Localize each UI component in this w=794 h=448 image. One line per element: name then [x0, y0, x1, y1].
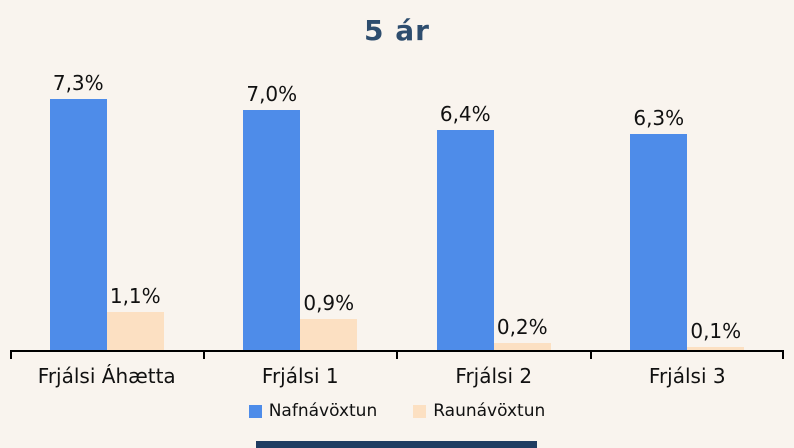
bar-wrap: 0,9% — [300, 58, 358, 350]
bar — [436, 130, 494, 350]
x-axis-tick — [10, 350, 12, 359]
bar — [630, 133, 688, 350]
bar-value-label: 0,1% — [690, 318, 742, 343]
bar-wrap: 7,3% — [49, 58, 107, 350]
legend-item-nominal: Nafnávöxtun — [248, 401, 378, 421]
bar — [687, 346, 745, 350]
bar-wrap: 6,4% — [436, 58, 494, 350]
x-axis-tick — [782, 350, 784, 359]
category-label: Frjálsi 2 — [455, 364, 533, 388]
x-axis-labels: Frjálsi Áhætta Frjálsi 1 Frjálsi 2 Frjál… — [10, 362, 784, 390]
chart-title: 5 ár — [364, 14, 430, 47]
x-axis-tick — [202, 350, 205, 359]
bar — [49, 99, 107, 350]
legend-item-real: Raunávöxtun — [413, 401, 545, 421]
bar-value-label: 0,9% — [303, 291, 355, 316]
bar-wrap: 6,3% — [630, 58, 688, 350]
legend-swatch-nominal — [248, 404, 262, 418]
bar — [493, 343, 551, 350]
bar — [106, 312, 164, 350]
bar-value-label: 7,3% — [52, 71, 104, 96]
bar — [300, 319, 358, 350]
legend-swatch-real — [413, 404, 427, 418]
plot-area: 7,3% 1,1% 7,0% 0,9% 6,4% 0,2% 6,3% 0,1% — [10, 58, 785, 359]
bar-group: 7,3% 1,1% — [10, 58, 204, 350]
category-label: Frjálsi 1 — [261, 364, 339, 388]
bar-value-label: 6,3% — [633, 105, 685, 130]
bar-value-label: 7,0% — [246, 81, 298, 106]
bar-wrap: 1,1% — [106, 58, 164, 350]
bar — [243, 109, 301, 350]
bar-wrap: 7,0% — [243, 58, 301, 350]
legend-label-nominal: Nafnávöxtun — [268, 401, 378, 421]
legend: Nafnávöxtun Raunávöxtun — [0, 398, 794, 424]
category-label: Frjálsi 3 — [648, 364, 726, 388]
legend-label-real: Raunávöxtun — [433, 401, 546, 421]
bar-value-label: 0,2% — [496, 315, 548, 340]
bar-group: 6,4% 0,2% — [397, 58, 591, 350]
bottom-accent-strip — [256, 441, 537, 448]
bar-value-label: 1,1% — [109, 284, 161, 309]
bar-value-label: 6,4% — [439, 102, 491, 127]
bar-group: 6,3% 0,1% — [591, 58, 785, 350]
x-axis-tick — [589, 350, 592, 359]
x-axis-tick — [396, 350, 398, 359]
bar-group: 7,0% 0,9% — [204, 58, 398, 350]
bar-wrap: 0,2% — [493, 58, 551, 350]
bar-wrap: 0,1% — [687, 58, 745, 350]
category-label: Frjálsi Áhætta — [37, 364, 176, 388]
